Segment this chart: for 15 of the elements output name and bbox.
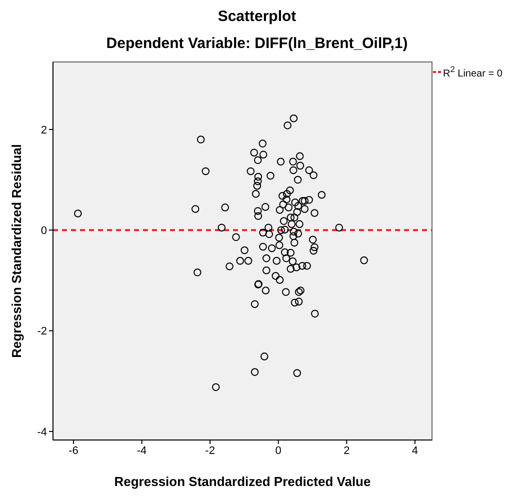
x-tick-label: -6: [68, 444, 78, 457]
legend-label: R$^{2}$ Linear = 0: [443, 64, 502, 80]
chart-subtitle: Dependent Variable: DIFF(ln_Brent_OilP,1): [105, 35, 409, 52]
y-tick-label: -4: [37, 426, 47, 438]
x-tick-label: -2: [205, 444, 215, 457]
x-axis-title: Regression Standardized Predicted Value: [113, 474, 372, 489]
y-tick-label: -2: [37, 326, 47, 338]
x-tick-label: -4: [136, 444, 147, 457]
x-tick-label: 4: [412, 444, 418, 457]
y-tick-label: 0: [40, 225, 47, 238]
y-axis-title: Regression Standardized Residual: [9, 143, 25, 360]
chart-title: Scatterplot: [216, 8, 298, 25]
x-tick-label: 2: [344, 444, 350, 457]
y-tick-label: 2: [40, 124, 47, 136]
x-tick-label: 0: [275, 444, 282, 457]
